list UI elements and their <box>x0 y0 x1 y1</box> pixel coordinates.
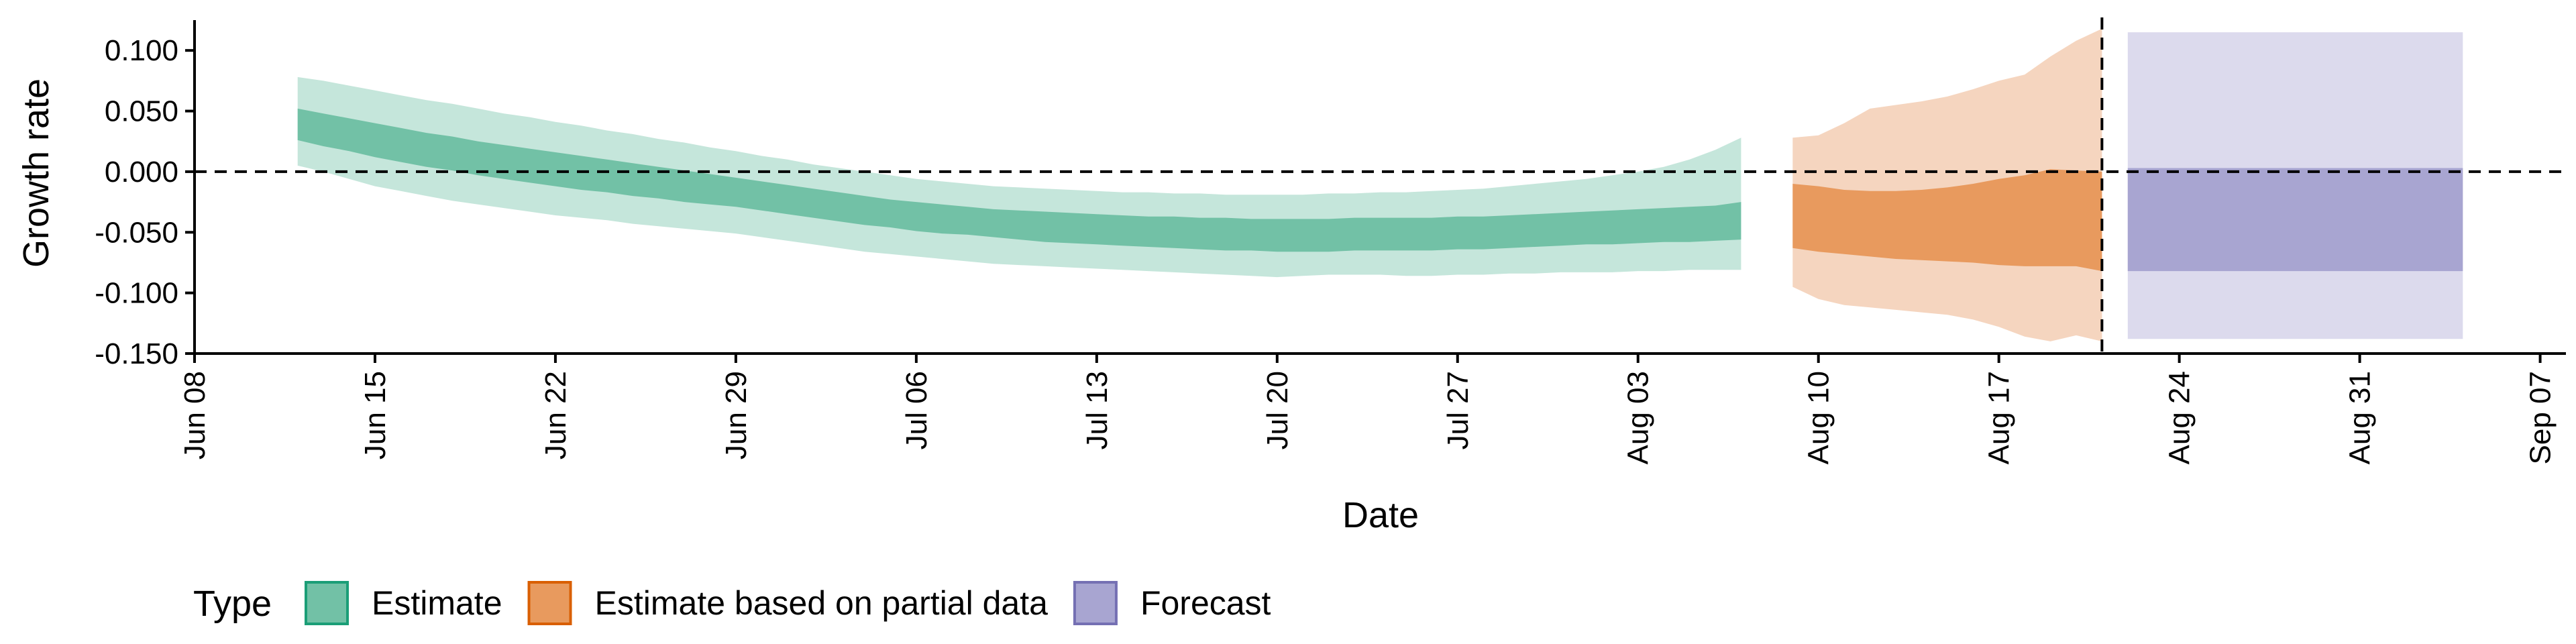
reference-lines <box>195 17 2566 354</box>
legend-label: Estimate based on partial data <box>595 584 1049 622</box>
band-50-series-0 <box>297 108 1741 252</box>
legend-title: Type <box>193 584 272 624</box>
y-tick-label: -0.100 <box>95 277 178 310</box>
legend-label: Estimate <box>372 584 502 622</box>
y-tick-label: 0.050 <box>105 95 178 128</box>
x-tick-label: Jun 08 <box>178 371 211 460</box>
x-tick-label: Aug 17 <box>1983 371 2016 464</box>
x-tick-label: Aug 03 <box>1622 371 1655 464</box>
legend-swatch <box>527 581 572 625</box>
legend: Type Estimate Estimate based on partial d… <box>193 581 1271 625</box>
x-tick-label: Aug 24 <box>2163 371 2196 464</box>
x-axis-ticks: Jun 08 Jun 15 Jun 22 Jun 29 Jul 06 Jul 13 Jul … <box>178 354 2557 464</box>
y-tick-label: 0.000 <box>105 156 178 189</box>
axes <box>193 20 2566 355</box>
x-tick-label: Sep 07 <box>2524 371 2557 464</box>
x-tick-label: Jun 15 <box>359 371 392 460</box>
x-tick-label: Jul 27 <box>1442 371 1474 449</box>
legend-label: Forecast <box>1140 584 1271 622</box>
band-50-series-2 <box>2127 168 2463 272</box>
x-tick-label: Aug 10 <box>1803 371 1835 464</box>
x-tick-label: Jul 20 <box>1261 371 1294 449</box>
x-tick-label: Jun 22 <box>539 371 572 460</box>
series-bands <box>297 28 2463 341</box>
y-axis-title: Growth rate <box>16 78 56 268</box>
y-tick-label: -0.050 <box>95 216 178 249</box>
y-tick-label: 0.100 <box>105 34 178 67</box>
y-axis-ticks: 0.100 0.050 0.000 -0.050 -0.100 -0.150 <box>95 34 195 370</box>
legend-swatch <box>1073 581 1118 625</box>
x-tick-label: Aug 31 <box>2344 371 2377 464</box>
y-tick-label: -0.150 <box>95 337 178 370</box>
legend-swatch <box>305 581 349 625</box>
x-tick-label: Jun 29 <box>720 371 753 460</box>
x-tick-label: Jul 13 <box>1081 371 1114 449</box>
x-axis-title: Date <box>1342 495 1419 535</box>
x-tick-label: Jul 06 <box>900 371 933 449</box>
band-50-series-1 <box>1792 169 2102 272</box>
